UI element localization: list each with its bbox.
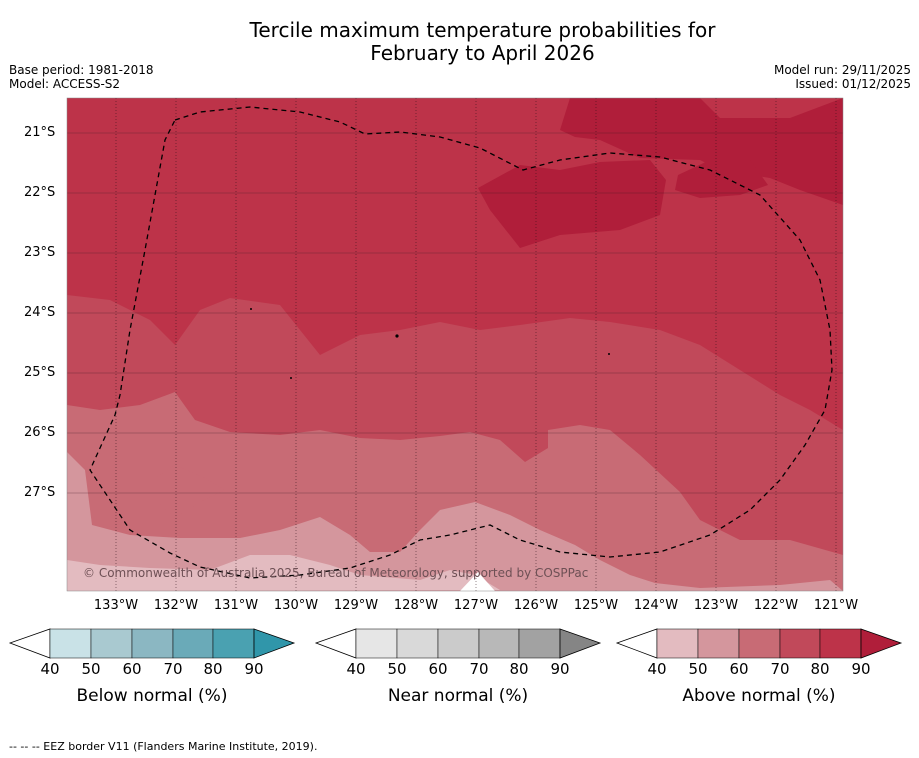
cb-tick: 40 [346, 660, 366, 678]
cb-tick: 50 [81, 660, 101, 678]
region-above-90-ne [560, 98, 843, 205]
cb-above-50 [697, 628, 740, 659]
cb-below-80 [212, 628, 255, 659]
map-frame [66, 97, 844, 592]
lon-label: 127°W [453, 598, 499, 613]
cb-tick: 50 [688, 660, 708, 678]
region-above-90-east [675, 160, 768, 198]
cb-tick: 70 [770, 660, 790, 678]
lon-label: 123°W [693, 598, 739, 613]
cb-near-arrow-left [314, 628, 357, 659]
lat-label: 25°S [24, 365, 56, 380]
cb-tick: 80 [509, 660, 529, 678]
lon-label: 125°W [573, 598, 619, 613]
lat-label: 22°S [24, 185, 56, 200]
cb-tick: 90 [244, 660, 264, 678]
cb-above-70 [779, 628, 821, 659]
copyright-text: © Commonwealth of Australia 2025, Bureau… [83, 566, 588, 580]
region-above-60-island [155, 465, 225, 518]
lon-label: 130°W [273, 598, 319, 613]
model-run: Model run: 29/11/2025 [773, 63, 911, 77]
cb-near-60 [437, 628, 480, 659]
lat-label: 23°S [24, 245, 56, 260]
contour-layers [67, 98, 843, 591]
cb-above-arrow-right [860, 628, 903, 659]
lon-label: 121°W [813, 598, 859, 613]
lon-label: 133°W [93, 598, 139, 613]
legend-title-near: Near normal (%) [387, 686, 529, 706]
cb-below-arrow-left [8, 628, 51, 659]
cb-near-50 [396, 628, 439, 659]
lon-label: 131°W [213, 598, 259, 613]
cb-tick: 70 [163, 660, 183, 678]
cb-tick: 90 [851, 660, 871, 678]
colorbar-above [615, 628, 903, 659]
cb-tick: 90 [550, 660, 570, 678]
cb-tick: 40 [647, 660, 667, 678]
cb-near-arrow-right [559, 628, 602, 659]
grid-lines [67, 132, 843, 494]
base-period: Base period: 1981-2018 [9, 63, 154, 77]
region-above-90-central [478, 160, 666, 248]
cb-near-40 [355, 628, 398, 659]
meta-left: Base period: 1981-2018 Model: ACCESS-S2 [9, 63, 154, 91]
legend-title-below: Below normal (%) [76, 686, 228, 706]
lat-label: 26°S [24, 425, 56, 440]
meridian-lines [115, 98, 837, 591]
cb-tick: 60 [428, 660, 448, 678]
colorbar-near [314, 628, 602, 659]
cb-near-80 [518, 628, 561, 659]
title-line-2: February to April 2026 [370, 41, 595, 65]
legend-title-above: Above normal (%) [682, 686, 836, 706]
lon-label: 124°W [633, 598, 679, 613]
lat-label: 21°S [24, 125, 56, 140]
cb-tick: 60 [729, 660, 749, 678]
model-name: Model: ACCESS-S2 [9, 77, 121, 91]
footer-note: -- -- -- EEZ border V11 (Flanders Marine… [9, 740, 318, 753]
lon-label: 129°W [333, 598, 379, 613]
lat-label: 24°S [24, 305, 56, 320]
cb-above-80 [819, 628, 862, 659]
cb-above-60 [738, 628, 781, 659]
region-white-gap [460, 572, 495, 591]
cb-tick: 50 [387, 660, 407, 678]
meta-right: Model run: 29/11/2025 Issued: 01/12/2025 [774, 63, 911, 91]
cb-below-70 [172, 628, 214, 659]
cb-above-arrow-left [615, 628, 658, 659]
issued-date: Issued: 01/12/2025 [795, 77, 911, 91]
cb-tick: 40 [40, 660, 60, 678]
lon-label: 132°W [153, 598, 199, 613]
cb-below-arrow-right [253, 628, 296, 659]
lon-label: 126°W [513, 598, 559, 613]
region-above-40 [67, 555, 500, 591]
cb-below-50 [90, 628, 133, 659]
cb-tick: 60 [122, 660, 142, 678]
cb-tick: 80 [810, 660, 830, 678]
title-line-1: Tercile maximum temperature probabilitie… [249, 18, 716, 42]
cb-tick: 80 [203, 660, 223, 678]
lon-label: 128°W [393, 598, 439, 613]
cb-above-40 [656, 628, 699, 659]
colorbar-below [8, 628, 296, 659]
islands [250, 308, 610, 379]
cb-tick: 70 [469, 660, 489, 678]
chart-title: Tercile maximum temperature probabilitie… [0, 19, 919, 65]
lon-label: 122°W [753, 598, 799, 613]
lat-label: 27°S [24, 485, 56, 500]
cb-below-60 [131, 628, 174, 659]
cb-below-40 [49, 628, 92, 659]
cb-near-70 [478, 628, 520, 659]
